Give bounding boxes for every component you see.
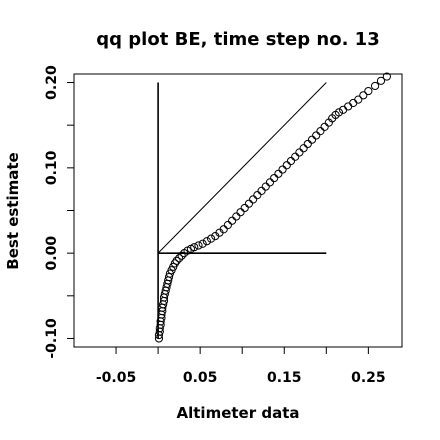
- x-tick-label: 0.05: [183, 370, 218, 386]
- data-point: [261, 182, 270, 191]
- plot-area-frame: [73, 73, 403, 348]
- data-point: [382, 72, 391, 81]
- data-point: [253, 191, 262, 200]
- y-axis: -0.10 0.00 0.10 0.20: [44, 65, 74, 359]
- data-point: [349, 98, 358, 108]
- data-point: [240, 203, 249, 213]
- data-point: [190, 243, 199, 252]
- data-point: [202, 237, 211, 246]
- data-point: [282, 161, 291, 170]
- data-point: [339, 105, 348, 114]
- data-point: [172, 256, 181, 265]
- x-axis: -0.05 0.05 0.15 0.25: [96, 347, 386, 386]
- data-point: [307, 135, 317, 144]
- data-point: [299, 144, 308, 153]
- y-tick-label: 0.00: [44, 236, 60, 271]
- data-point: [194, 241, 203, 250]
- data-point: [270, 173, 279, 183]
- reference-lines: [157, 82, 327, 339]
- x-tick-label: -0.05: [96, 370, 136, 386]
- x-tick-label: 0.15: [267, 370, 302, 386]
- y-tick-label: 0.20: [44, 65, 60, 100]
- data-point: [257, 186, 266, 195]
- data-point: [170, 259, 180, 268]
- data-point: [370, 81, 380, 91]
- data-point: [177, 251, 186, 260]
- y-tick-label: -0.10: [44, 318, 60, 359]
- data-point: [320, 122, 329, 131]
- data-point: [316, 127, 325, 136]
- data-point: [206, 234, 216, 243]
- data-point: [232, 212, 241, 221]
- data-point: [334, 108, 344, 117]
- data-point: [286, 156, 296, 166]
- data-point: [219, 225, 228, 234]
- data-point: [344, 102, 353, 111]
- data-point: [198, 239, 207, 248]
- data-point: [303, 139, 312, 149]
- data-point: [236, 208, 245, 217]
- data-point: [376, 76, 386, 85]
- data-point: [312, 131, 321, 140]
- data-point: [278, 165, 287, 174]
- data-point: [265, 178, 275, 187]
- data-point: [249, 195, 258, 204]
- x-axis-label: Altimeter data: [177, 404, 300, 422]
- data-point: [291, 152, 300, 161]
- y-axis-label: Best estimate: [4, 152, 22, 269]
- data-point: [274, 169, 283, 178]
- data-points: [154, 72, 391, 343]
- data-point: [354, 95, 363, 104]
- reference-line-diagonal: [157, 82, 327, 254]
- chart-title: qq plot BE, time step no. 13: [96, 29, 379, 50]
- data-point: [228, 216, 237, 225]
- data-point: [244, 199, 254, 208]
- data-point: [175, 254, 184, 263]
- data-point: [364, 86, 373, 96]
- y-tick-label: 0.10: [44, 150, 60, 185]
- data-point: [223, 220, 233, 230]
- data-point: [359, 91, 368, 100]
- data-point: [295, 148, 304, 157]
- x-tick-label: 0.25: [351, 370, 386, 386]
